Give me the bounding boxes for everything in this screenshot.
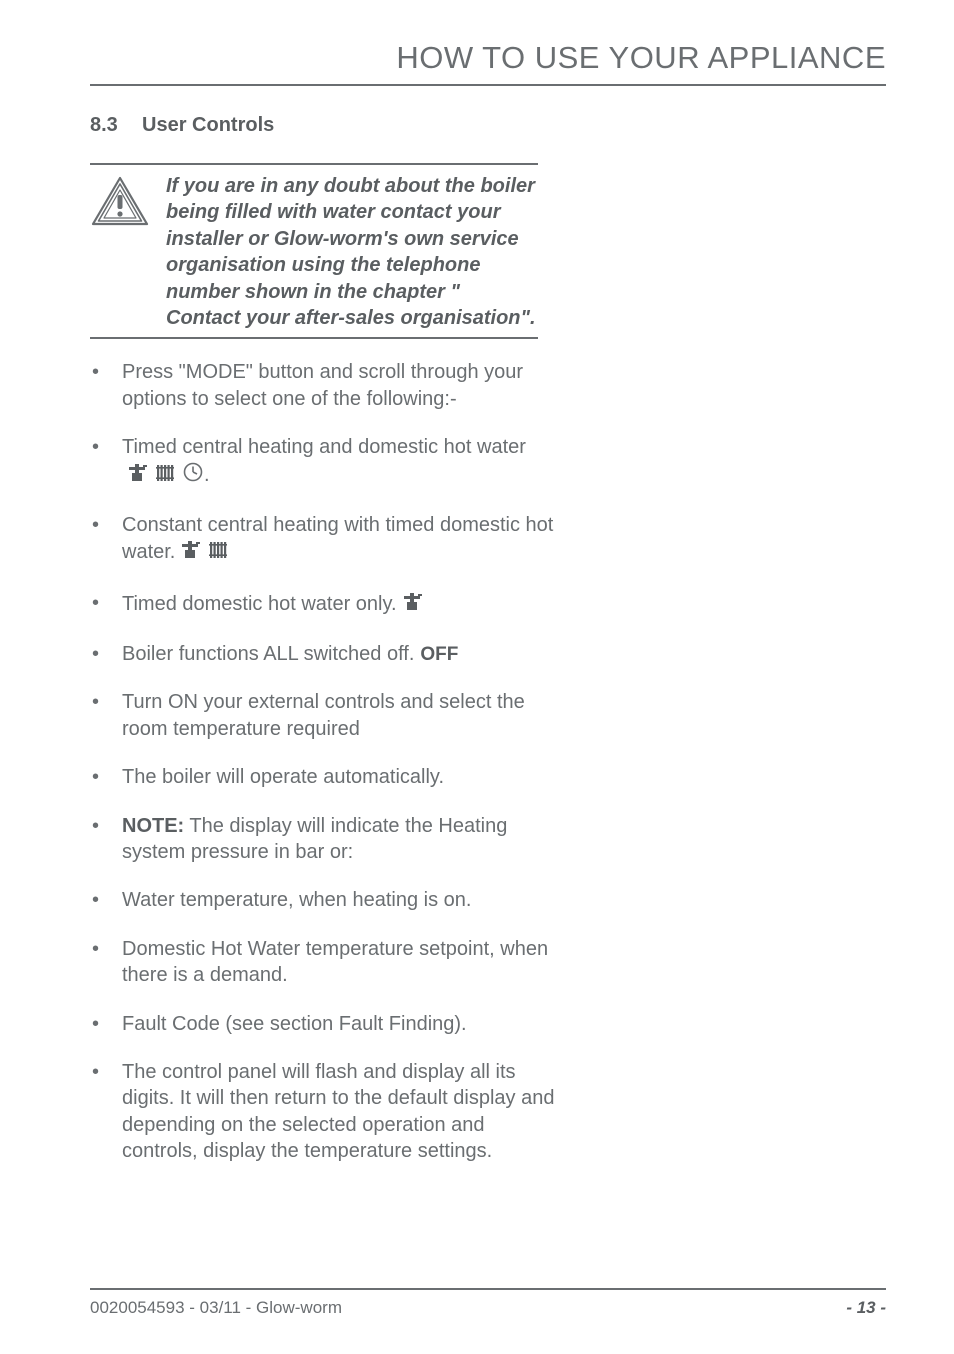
warning-text: If you are in any doubt about the boiler… (166, 173, 538, 331)
off-label-icon: OFF (420, 642, 458, 667)
radiator-icon (207, 538, 229, 567)
list-item: •The boiler will operate automatically. (90, 764, 558, 790)
radiator-icon (154, 461, 176, 490)
list-item-content: Fault Code (see section Fault Finding). (122, 1011, 558, 1037)
list-item-content: Boiler functions ALL switched off. OFF (122, 641, 558, 667)
bullet-marker: • (90, 1011, 122, 1037)
bullet-marker: • (90, 512, 122, 568)
bullet-marker: • (90, 689, 122, 742)
list-item: •Timed central heating and domestic hot … (90, 434, 558, 490)
bullet-marker: • (90, 590, 122, 619)
tap-icon (401, 590, 423, 619)
warning-triangle-icon (90, 173, 152, 231)
list-item-content: Turn ON your external controls and selec… (122, 689, 558, 742)
list-item: •The control panel will flash and displa… (90, 1059, 558, 1165)
tap-icon (179, 538, 201, 567)
bullet-marker: • (90, 641, 122, 667)
list-item: •Water temperature, when heating is on. (90, 887, 558, 913)
list-item-text: Press "MODE" button and scroll through y… (122, 361, 523, 409)
bullet-marker: • (90, 887, 122, 913)
list-item-content: Press "MODE" button and scroll through y… (122, 359, 558, 412)
list-item-text: Timed domestic hot water only. (122, 593, 397, 615)
list-item-text: Boiler functions ALL switched off. (122, 643, 414, 665)
trailing-text: . (204, 464, 210, 486)
list-item: •Timed domestic hot water only. (90, 590, 558, 619)
clock-icon (182, 461, 204, 490)
bullet-marker: • (90, 359, 122, 412)
page-title: HOW TO USE YOUR APPLIANCE (90, 40, 886, 86)
instruction-list: •Press "MODE" button and scroll through … (90, 359, 558, 1164)
bullet-marker: • (90, 434, 122, 490)
list-item: •Turn ON your external controls and sele… (90, 689, 558, 742)
bullet-marker: • (90, 813, 122, 866)
list-item-content: Water temperature, when heating is on. (122, 887, 558, 913)
list-item: •Fault Code (see section Fault Finding). (90, 1011, 558, 1037)
list-item-content: The boiler will operate automatically. (122, 764, 558, 790)
list-item-content: Constant central heating with timed dome… (122, 512, 558, 568)
footer-page-number: - 13 - (846, 1298, 886, 1318)
list-item-text: Domestic Hot Water temperature setpoint,… (122, 938, 548, 986)
list-item-content: The control panel will flash and display… (122, 1059, 558, 1165)
list-item-text: Timed central heating and domestic hot w… (122, 436, 526, 458)
warning-block: If you are in any doubt about the boiler… (90, 163, 538, 339)
page-footer: 0020054593 - 03/11 - Glow-worm - 13 - (90, 1288, 886, 1318)
section-heading: 8.3 User Controls (90, 114, 886, 137)
list-item-text: Fault Code (see section Fault Finding). (122, 1013, 467, 1035)
list-item-content: Domestic Hot Water temperature setpoint,… (122, 936, 558, 989)
list-item-text: The boiler will operate automatically. (122, 766, 444, 788)
list-item-content: NOTE: The display will indicate the Heat… (122, 813, 558, 866)
inline-icon-group (126, 461, 204, 490)
list-item-text: The control panel will flash and display… (122, 1061, 554, 1162)
list-item: •NOTE: The display will indicate the Hea… (90, 813, 558, 866)
list-item-content: Timed domestic hot water only. (122, 590, 558, 619)
list-item: •Boiler functions ALL switched off. OFF (90, 641, 558, 667)
list-item-content: Timed central heating and domestic hot w… (122, 434, 558, 490)
bullet-marker: • (90, 1059, 122, 1165)
list-item: •Domestic Hot Water temperature setpoint… (90, 936, 558, 989)
footer-doc-ref: 0020054593 - 03/11 - Glow-worm (90, 1298, 342, 1318)
inline-icon-group: OFF (418, 642, 458, 667)
section-title: User Controls (142, 114, 274, 137)
note-label: NOTE: (122, 815, 184, 837)
inline-icon-group (401, 590, 423, 619)
list-item: •Press "MODE" button and scroll through … (90, 359, 558, 412)
bullet-marker: • (90, 936, 122, 989)
list-item-text: Turn ON your external controls and selec… (122, 691, 525, 739)
tap-icon (126, 461, 148, 490)
list-item-text: Water temperature, when heating is on. (122, 889, 471, 911)
inline-icon-group (179, 538, 229, 567)
bullet-marker: • (90, 764, 122, 790)
list-item: •Constant central heating with timed dom… (90, 512, 558, 568)
section-number: 8.3 (90, 114, 124, 137)
